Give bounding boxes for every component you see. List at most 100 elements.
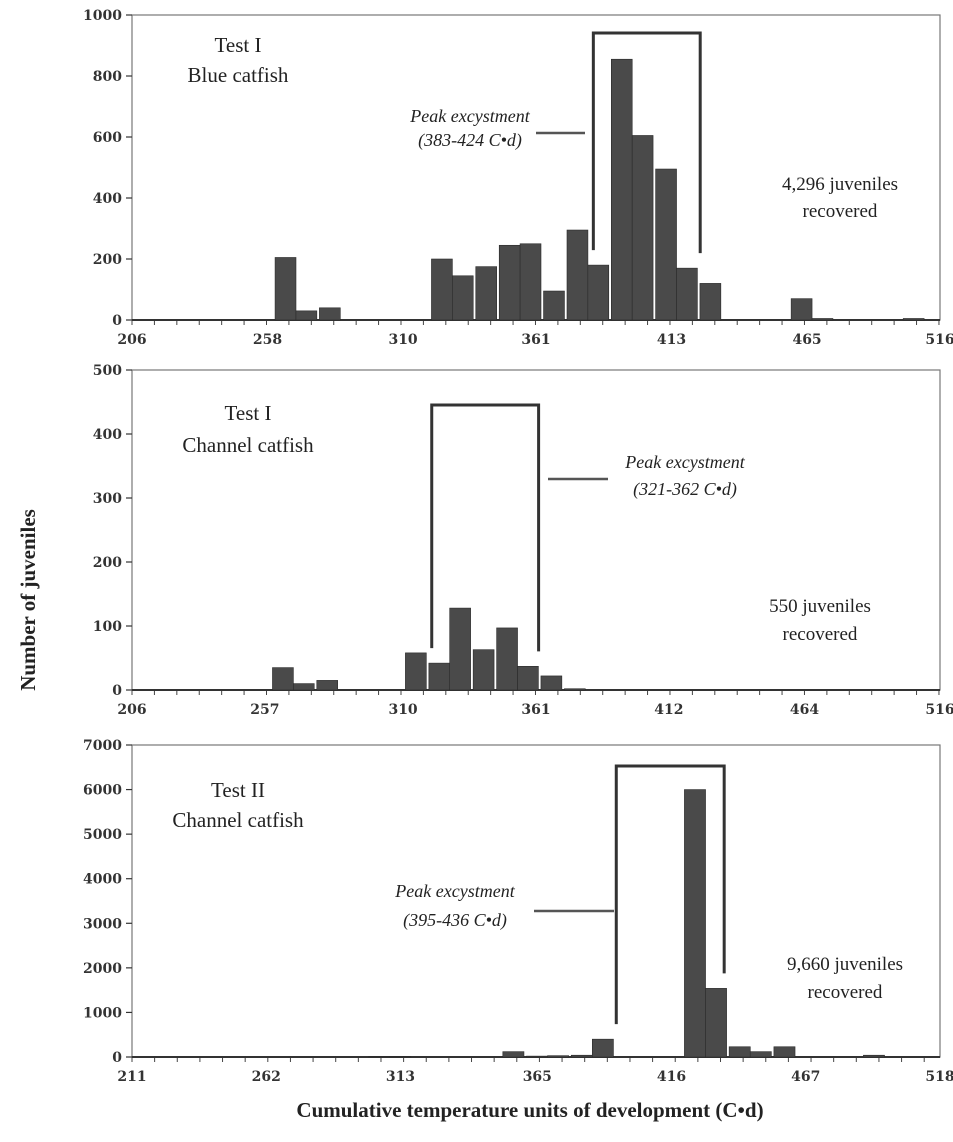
bar (274, 257, 297, 321)
x-tick-label: 258 (253, 332, 282, 348)
y-tick-label: 1000 (83, 1005, 122, 1021)
recovered-label: recovered (783, 624, 858, 645)
bar (676, 267, 698, 321)
annotation-range: (321-362 C•d) (633, 479, 737, 500)
bar (428, 662, 451, 691)
bar (699, 283, 722, 321)
bar (728, 1046, 751, 1058)
y-tick-label: 800 (93, 69, 122, 85)
x-tick-label: 412 (654, 702, 683, 718)
bar (902, 318, 925, 321)
x-tick-label: 416 (657, 1069, 686, 1085)
recovered-count: 550 juveniles (769, 596, 871, 617)
bar (519, 243, 542, 321)
peak-bracket (614, 764, 726, 1025)
svg-text:Number of juveniles: Number of juveniles (16, 509, 40, 691)
y-tick-label: 5000 (83, 827, 122, 843)
annotation-title: Peak excystment (624, 452, 745, 472)
bar (431, 258, 453, 321)
y-tick-label: 4000 (83, 872, 122, 888)
x-axis-label: Cumulative temperature units of developm… (296, 1098, 764, 1122)
y-tick-label: 2000 (83, 961, 122, 977)
chart-panel-1: 0 200 400 600 800 1000 206 258 310 361 413 465 516 Te… (83, 8, 953, 348)
x-tick-label: 413 (657, 332, 686, 348)
bar (319, 307, 341, 321)
x-tick-label: 516 (925, 332, 953, 348)
bar (587, 264, 610, 321)
bar (773, 1046, 796, 1058)
y-tick-label: 1000 (83, 8, 122, 24)
bar (564, 688, 586, 691)
recovered-count: 9,660 juveniles (787, 954, 903, 975)
bar (749, 1051, 772, 1058)
bar (526, 1055, 548, 1058)
panel-test-label: Test II (211, 778, 265, 802)
bar (566, 229, 589, 321)
bar (570, 1054, 593, 1058)
bar (496, 627, 518, 691)
x-tick-label: 518 (925, 1069, 953, 1085)
y-tick-label: 600 (93, 130, 122, 146)
y-tick-label: 100 (93, 619, 122, 635)
bar (591, 1038, 614, 1058)
x-tick-label: 206 (117, 332, 146, 348)
y-tick-label: 400 (93, 191, 122, 207)
x-tick-label: 310 (388, 332, 417, 348)
x-tick-label: 361 (521, 332, 550, 348)
bar (684, 789, 706, 1058)
x-tick-label: 257 (250, 702, 279, 718)
bar (611, 58, 633, 321)
annotation-title: Peak excystment (409, 106, 530, 126)
bar (452, 275, 474, 321)
bar (547, 1055, 569, 1058)
bar (405, 652, 427, 691)
panel-species-label: Blue catfish (188, 63, 289, 87)
panel-species-label: Channel catfish (172, 808, 304, 832)
bar (811, 318, 834, 321)
y-tick-label: 3000 (83, 916, 122, 932)
bar (517, 666, 539, 691)
bar (790, 298, 813, 321)
panel-test-label: Test I (225, 401, 272, 425)
panel-species-label: Channel catfish (182, 433, 314, 457)
bar (498, 244, 521, 321)
peak-bracket (591, 31, 702, 254)
x-tick-label: 465 (792, 332, 821, 348)
x-tick-label: 211 (117, 1069, 146, 1085)
panel-test-label: Test I (215, 33, 262, 57)
annotation-title: Peak excystment (394, 881, 515, 901)
annotation-range: (383-424 C•d) (418, 130, 522, 151)
bar (863, 1054, 885, 1058)
bar (655, 168, 677, 321)
y-tick-label: 0 (112, 1050, 122, 1066)
x-tick-label: 365 (523, 1069, 552, 1085)
y-tick-label: 6000 (83, 783, 122, 799)
peak-bracket (430, 403, 541, 652)
annotation-range: (395-436 C•d) (403, 910, 507, 931)
bar (705, 988, 727, 1058)
bar (449, 607, 471, 691)
chart-panel-3: 0 1000 2000 3000 4000 5000 6000 7000 211 262 313 36… (83, 738, 953, 1085)
bar (272, 667, 294, 691)
x-tick-label: 206 (117, 702, 146, 718)
x-tick-label: 313 (386, 1069, 415, 1085)
recovered-label: recovered (808, 982, 883, 1003)
x-tick-label: 516 (925, 702, 953, 718)
y-tick-label: 300 (93, 491, 122, 507)
y-tick-label: 400 (93, 427, 122, 443)
bar (316, 680, 338, 691)
y-tick-label: 0 (112, 313, 122, 329)
bar (540, 675, 563, 691)
recovered-label: recovered (803, 201, 878, 222)
y-tick-label: 200 (93, 252, 122, 268)
x-tick-label: 262 (252, 1069, 281, 1085)
y-tick-label: 7000 (83, 738, 122, 754)
y-axis-label: Number of juveniles (16, 509, 40, 691)
x-tick-label: 310 (388, 702, 417, 718)
bar (502, 1051, 525, 1058)
x-tick-label: 464 (790, 702, 819, 718)
bar (543, 290, 565, 321)
y-tick-label: 0 (112, 683, 122, 699)
